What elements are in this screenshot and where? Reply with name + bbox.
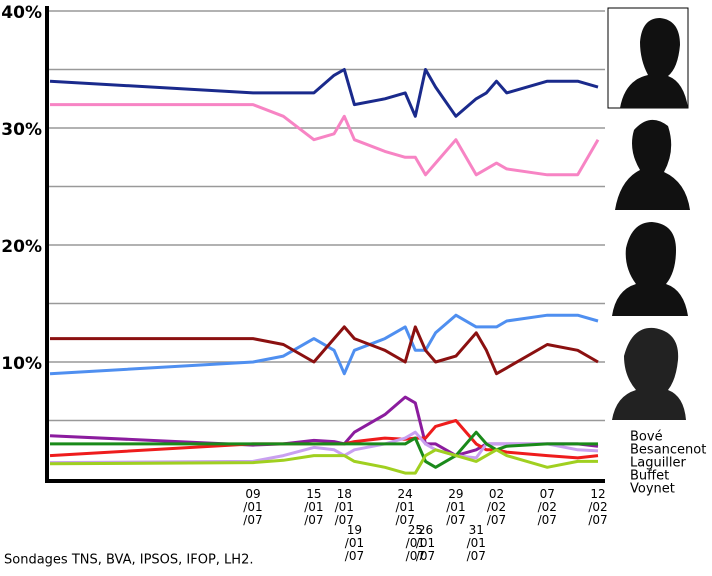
x-tick-label: 15/01/07 [304,487,323,527]
candidate-photo [615,119,690,210]
candidate-photo [612,327,686,420]
legend-label: Voynet [630,482,675,497]
legend-label: Besancenot [630,443,706,458]
legend-label: Laguiller [630,456,687,471]
y-tick-label: 40% [1,3,42,23]
source-note: Sondages TNS, BVA, IPSOS, IFOP, LH2. [4,553,253,568]
x-tick-label: 29/01/07 [446,487,465,527]
x-tick-label: 26/01/07 [416,523,435,563]
y-tick-label: 20% [1,237,42,257]
series-line [49,313,599,376]
legend-label: Buffet [630,469,669,484]
series-line [49,430,599,465]
x-tick-label: 07/02/07 [538,487,557,527]
x-tick-label: 12/02/07 [588,487,607,527]
x-tick-label: 25/01/07 [406,523,425,563]
x-tick-label: 09/01/07 [243,487,262,527]
series-line [49,68,599,118]
candidate-photo [620,18,688,108]
series-line [50,103,600,177]
candidate-photo [612,222,688,316]
x-tick-label: 18/01/07 [335,487,354,527]
x-tick-label: 02/02/07 [487,487,506,527]
series-line [50,325,599,376]
series-line [50,430,598,469]
legend-label: Bové [630,430,663,445]
series-line [49,448,598,475]
x-tick-label: 31/01/07 [467,523,486,563]
x-tick-label: 19/01/07 [345,523,364,563]
x-tick-label: 24/01/07 [396,487,415,527]
y-tick-label: 10% [1,354,42,374]
candidate-photos [607,7,690,420]
y-tick-label: 30% [1,120,42,140]
